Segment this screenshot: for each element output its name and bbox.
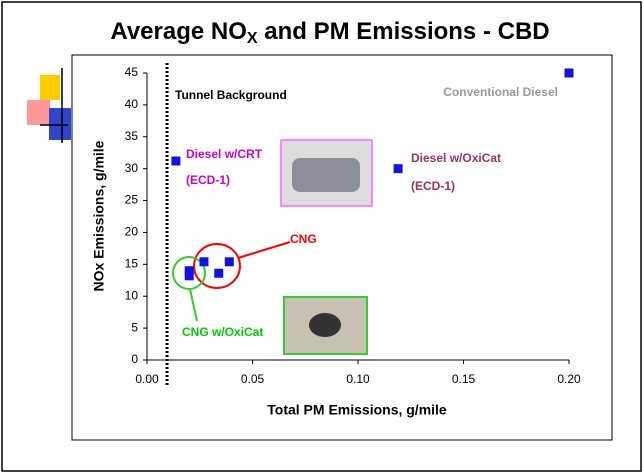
y-tick-label: 35	[125, 129, 139, 143]
annotation: Conventional Diesel	[443, 85, 558, 99]
x-tick-label: 0.20	[557, 372, 581, 386]
x-axis-label: Total PM Emissions, g/mile	[267, 402, 447, 418]
y-tick-label: 10	[125, 288, 139, 302]
filter-image-body	[292, 158, 360, 192]
x-tick-label: 0.10	[346, 372, 370, 386]
deco-red	[27, 100, 50, 125]
annotation: CNG	[290, 232, 317, 246]
annotation: CNG w/OxiCat	[182, 325, 263, 339]
point	[214, 269, 223, 278]
y-tick-label: 25	[125, 193, 139, 207]
annotation: (ECD-1)	[411, 179, 455, 193]
deco-blue	[49, 108, 71, 140]
y-tick-label: 30	[125, 161, 139, 175]
annotation: (ECD-1)	[186, 173, 230, 187]
deco-yellow	[40, 75, 60, 100]
point	[185, 271, 194, 280]
point	[394, 164, 403, 173]
catalyst-image-part	[309, 313, 341, 337]
title-part: and PM Emissions - CBD	[258, 18, 550, 45]
y-tick-label: 15	[125, 257, 139, 271]
y-tick-label: 0	[131, 352, 138, 366]
annotation: Diesel w/CRT	[186, 147, 263, 161]
x-tick-label: 0.05	[241, 372, 265, 386]
x-tick-label: 0.15	[452, 372, 476, 386]
x-tick-label: 0.00	[135, 372, 159, 386]
y-tick-label: 40	[125, 97, 139, 111]
chart-title: Average NOX and PM Emissions - CBD	[110, 18, 549, 47]
title-part: Average NO	[110, 18, 247, 45]
slide: Average NOX and PM Emissions - CBD Total…	[0, 0, 644, 474]
y-tick-label: 20	[125, 225, 139, 239]
y-tick-label: 5	[131, 320, 138, 334]
title-sub: X	[247, 30, 258, 47]
annotation: Tunnel Background	[175, 88, 287, 102]
point	[171, 157, 180, 166]
annotation: Diesel w/OxiCat	[411, 151, 501, 165]
point	[225, 257, 234, 266]
point	[565, 69, 574, 78]
y-tick-label: 45	[125, 65, 139, 79]
point	[199, 257, 208, 266]
y-axis-label: NOx Emissions, g/mile	[91, 140, 107, 291]
